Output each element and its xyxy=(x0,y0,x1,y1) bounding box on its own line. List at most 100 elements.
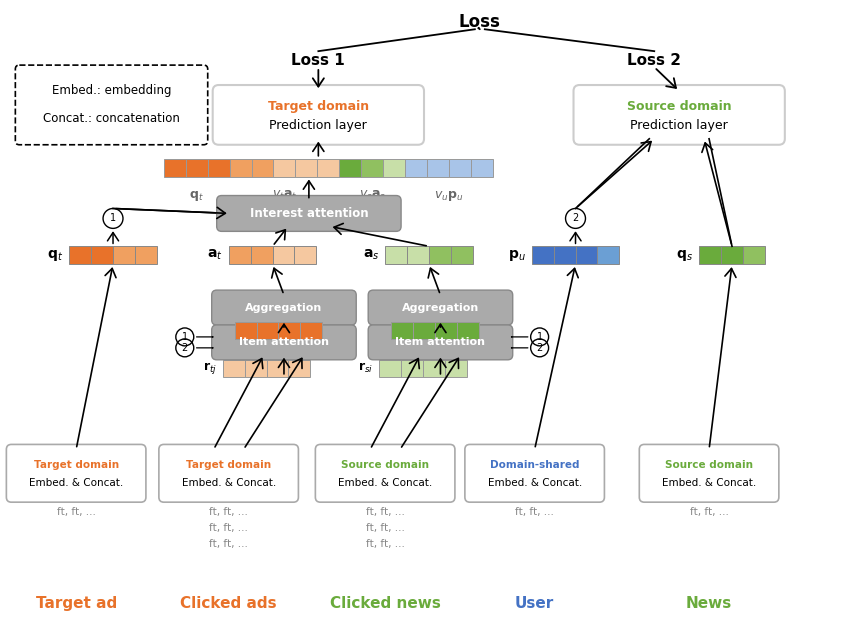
FancyBboxPatch shape xyxy=(470,158,492,177)
Text: Clicked ads: Clicked ads xyxy=(180,596,277,611)
Text: ft, ft, ...: ft, ft, ... xyxy=(688,507,728,517)
FancyBboxPatch shape xyxy=(91,246,113,264)
FancyBboxPatch shape xyxy=(164,158,186,177)
FancyBboxPatch shape xyxy=(211,290,356,325)
Text: Target domain: Target domain xyxy=(268,100,368,114)
FancyBboxPatch shape xyxy=(429,341,451,358)
FancyBboxPatch shape xyxy=(429,246,451,264)
FancyBboxPatch shape xyxy=(464,444,604,502)
FancyBboxPatch shape xyxy=(553,246,575,264)
FancyBboxPatch shape xyxy=(212,85,423,144)
Text: ···: ··· xyxy=(330,342,344,357)
Text: ft, ft, ...: ft, ft, ... xyxy=(366,523,404,533)
FancyBboxPatch shape xyxy=(383,158,405,177)
FancyBboxPatch shape xyxy=(405,158,427,177)
Text: ft, ft, ...: ft, ft, ... xyxy=(366,507,404,517)
Text: $\mathbf{r}_{tj}$: $\mathbf{r}_{tj}$ xyxy=(202,360,216,376)
Text: 1: 1 xyxy=(536,332,542,342)
FancyBboxPatch shape xyxy=(451,341,472,358)
FancyBboxPatch shape xyxy=(300,322,322,339)
Text: News: News xyxy=(685,596,731,611)
FancyBboxPatch shape xyxy=(720,246,742,264)
Text: Aggregation: Aggregation xyxy=(401,302,479,312)
Text: Source domain: Source domain xyxy=(665,461,752,470)
Text: ft, ft, ...: ft, ft, ... xyxy=(515,507,554,517)
Text: $\mathbf{a}_s$: $\mathbf{a}_s$ xyxy=(362,248,378,262)
Text: Embed. & Concat.: Embed. & Concat. xyxy=(181,478,275,488)
Text: 2: 2 xyxy=(572,213,578,223)
FancyBboxPatch shape xyxy=(245,360,266,377)
Text: Domain-shared: Domain-shared xyxy=(489,461,579,470)
Text: Target domain: Target domain xyxy=(186,461,271,470)
FancyBboxPatch shape xyxy=(368,290,512,325)
Text: ft, ft, ...: ft, ft, ... xyxy=(209,507,248,517)
FancyBboxPatch shape xyxy=(222,360,245,377)
Text: Embed. & Concat.: Embed. & Concat. xyxy=(29,478,124,488)
Text: $\mathbf{r}_{si}$: $\mathbf{r}_{si}$ xyxy=(358,361,372,375)
Text: Embed.: embedding: Embed.: embedding xyxy=(52,85,171,98)
FancyBboxPatch shape xyxy=(186,158,208,177)
Text: Item attention: Item attention xyxy=(239,338,329,348)
Text: 1: 1 xyxy=(110,213,116,223)
FancyBboxPatch shape xyxy=(742,246,764,264)
Text: Concat.: concatenation: Concat.: concatenation xyxy=(43,112,180,126)
FancyBboxPatch shape xyxy=(135,246,157,264)
FancyBboxPatch shape xyxy=(294,341,316,358)
FancyBboxPatch shape xyxy=(406,246,429,264)
FancyBboxPatch shape xyxy=(575,246,596,264)
FancyBboxPatch shape xyxy=(266,360,288,377)
FancyBboxPatch shape xyxy=(251,158,273,177)
FancyBboxPatch shape xyxy=(531,246,553,264)
Text: Interest attention: Interest attention xyxy=(250,207,368,220)
Text: Embed. & Concat.: Embed. & Concat. xyxy=(661,478,756,488)
FancyBboxPatch shape xyxy=(69,246,91,264)
Text: $v_t\mathbf{a}_t$: $v_t\mathbf{a}_t$ xyxy=(272,189,296,202)
Text: $v_s\mathbf{a}_s$: $v_s\mathbf{a}_s$ xyxy=(358,189,385,202)
Text: Loss 2: Loss 2 xyxy=(626,53,681,68)
Text: ft, ft, ...: ft, ft, ... xyxy=(209,523,248,533)
FancyBboxPatch shape xyxy=(596,246,619,264)
FancyBboxPatch shape xyxy=(272,341,294,358)
FancyBboxPatch shape xyxy=(400,360,423,377)
FancyBboxPatch shape xyxy=(229,158,251,177)
FancyBboxPatch shape xyxy=(315,444,454,502)
FancyBboxPatch shape xyxy=(234,322,256,339)
FancyBboxPatch shape xyxy=(435,322,457,339)
Text: Clicked news: Clicked news xyxy=(330,596,440,611)
Text: ft, ft, ...: ft, ft, ... xyxy=(56,507,95,517)
FancyBboxPatch shape xyxy=(457,322,478,339)
FancyBboxPatch shape xyxy=(273,158,295,177)
FancyBboxPatch shape xyxy=(317,158,339,177)
FancyBboxPatch shape xyxy=(378,360,400,377)
FancyBboxPatch shape xyxy=(295,158,317,177)
Text: 2: 2 xyxy=(536,343,542,353)
Text: 1: 1 xyxy=(181,332,187,342)
FancyBboxPatch shape xyxy=(272,246,294,264)
FancyBboxPatch shape xyxy=(288,360,310,377)
Text: Aggregation: Aggregation xyxy=(245,302,322,312)
Text: $v_u\mathbf{p}_u$: $v_u\mathbf{p}_u$ xyxy=(434,189,463,203)
FancyBboxPatch shape xyxy=(406,341,429,358)
Text: Target domain: Target domain xyxy=(33,461,118,470)
Text: Prediction layer: Prediction layer xyxy=(630,119,728,133)
FancyBboxPatch shape xyxy=(448,158,470,177)
FancyBboxPatch shape xyxy=(228,341,250,358)
FancyBboxPatch shape xyxy=(256,322,278,339)
FancyBboxPatch shape xyxy=(451,246,472,264)
FancyBboxPatch shape xyxy=(216,196,400,232)
Text: $\mathbf{q}_t$: $\mathbf{q}_t$ xyxy=(47,248,63,262)
Text: $\mathbf{a}_t$: $\mathbf{a}_t$ xyxy=(207,248,222,262)
Text: Item attention: Item attention xyxy=(395,338,485,348)
FancyBboxPatch shape xyxy=(391,322,412,339)
Text: Embed. & Concat.: Embed. & Concat. xyxy=(337,478,432,488)
FancyBboxPatch shape xyxy=(445,360,466,377)
FancyBboxPatch shape xyxy=(15,65,208,144)
Text: User: User xyxy=(515,596,554,611)
Text: $\mathbf{p}_u$: $\mathbf{p}_u$ xyxy=(507,248,525,262)
FancyBboxPatch shape xyxy=(113,246,135,264)
FancyBboxPatch shape xyxy=(423,360,445,377)
Text: ft, ft, ...: ft, ft, ... xyxy=(209,539,248,549)
Text: $\mathbf{q}_s$: $\mathbf{q}_s$ xyxy=(676,248,693,262)
Text: Loss 1: Loss 1 xyxy=(291,53,345,68)
FancyBboxPatch shape xyxy=(573,85,784,144)
